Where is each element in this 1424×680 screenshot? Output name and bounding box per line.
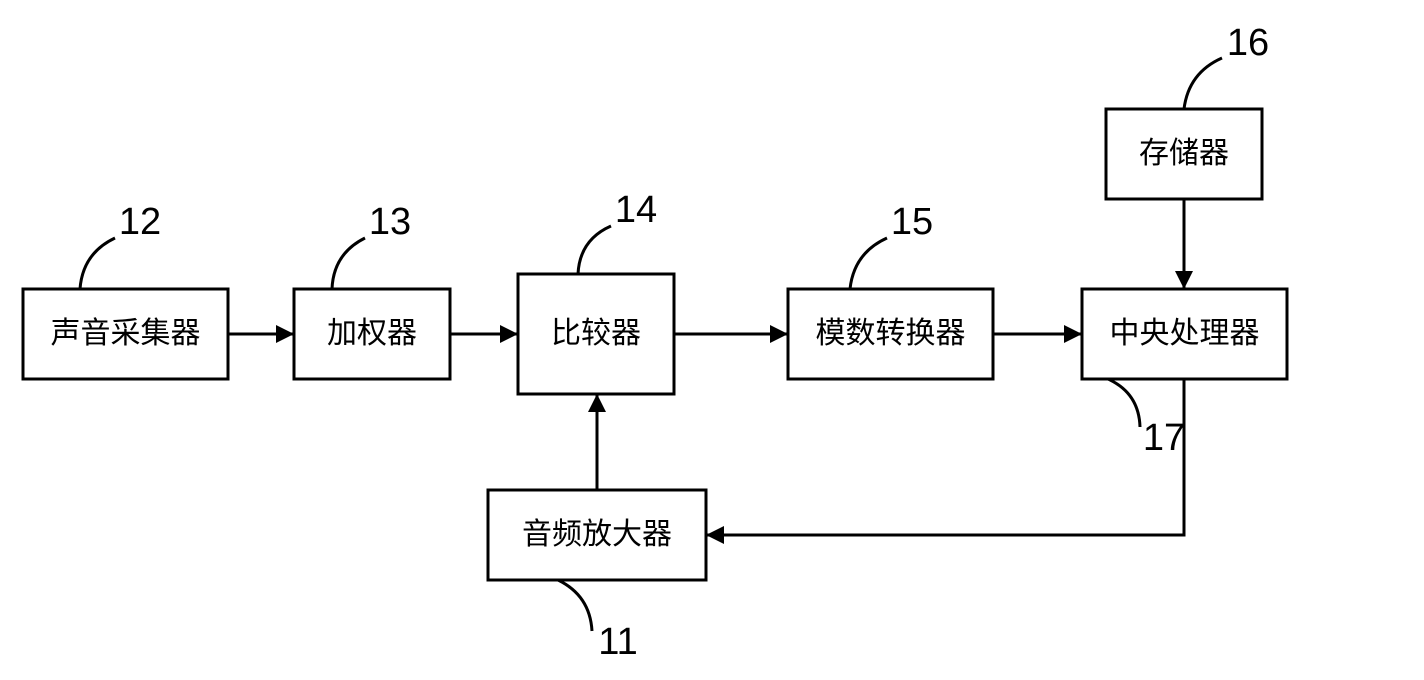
- block-label-n17: 中央处理器: [1110, 317, 1260, 350]
- callout-number-c11: 11: [598, 621, 637, 663]
- block-label-n13: 加权器: [327, 317, 417, 350]
- callout-leader-c15: [850, 238, 887, 289]
- callout-number-c17: 17: [1143, 417, 1185, 459]
- block-label-n15: 模数转换器: [816, 317, 966, 350]
- callout-number-c15: 15: [891, 201, 933, 243]
- callout-number-c13: 13: [369, 201, 411, 243]
- callout-number-c12: 12: [119, 201, 161, 243]
- block-label-n16: 存储器: [1139, 137, 1229, 170]
- edge: [706, 379, 1184, 535]
- callout-leader-c17: [1108, 379, 1140, 427]
- callout-number-c16: 16: [1227, 22, 1269, 64]
- callout-leader-c16: [1184, 58, 1222, 109]
- block-label-n12: 声音采集器: [51, 317, 201, 350]
- callout-leader-c11: [558, 580, 592, 631]
- callout-leader-c12: [80, 238, 115, 289]
- callout-number-c14: 14: [615, 189, 657, 231]
- block-label-n11: 音频放大器: [522, 518, 672, 551]
- callout-leader-c14: [578, 226, 611, 274]
- callout-leader-c13: [332, 238, 365, 289]
- block-label-n14: 比较器: [551, 317, 641, 350]
